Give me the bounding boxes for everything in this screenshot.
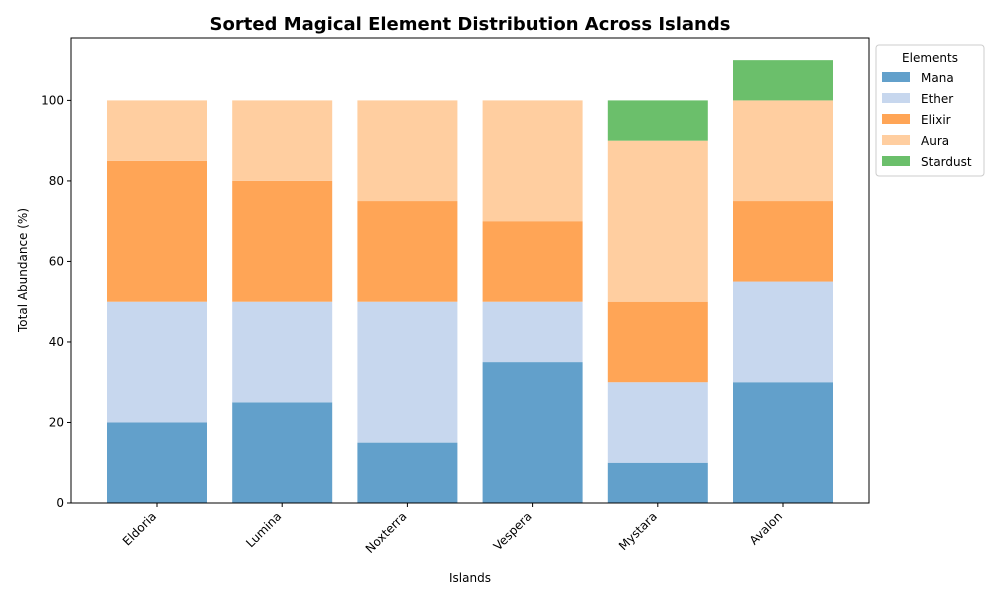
bar-ether-vespera — [482, 301, 583, 363]
bar-stardust-mystara — [607, 100, 708, 141]
bar-mana-eldoria — [107, 422, 207, 503]
y-tick-label: 40 — [49, 335, 64, 349]
bar-mana-lumina — [232, 402, 333, 503]
bar-aura-eldoria — [107, 100, 207, 161]
plot-frame — [70, 37, 870, 504]
y-axis-label: Total Abundance (%) — [16, 208, 30, 333]
bar-ether-mystara — [607, 382, 708, 463]
bar-elixir-avalon — [733, 201, 833, 282]
bar-aura-avalon — [733, 100, 833, 202]
legend-swatch-mana — [882, 72, 910, 82]
y-tick-label: 100 — [41, 93, 64, 107]
legend-label-aura: Aura — [921, 134, 949, 148]
legend-label-stardust: Stardust — [921, 155, 972, 169]
bar-ether-lumina — [232, 301, 333, 403]
bar-elixir-eldoria — [107, 160, 207, 302]
x-tick-label-noxterra: Noxterra — [363, 509, 410, 556]
bar-mana-mystara — [607, 462, 708, 503]
bar-aura-mystara — [607, 140, 708, 302]
bar-aura-lumina — [232, 100, 333, 181]
bar-elixir-noxterra — [357, 201, 458, 302]
x-tick-label-mystara: Mystara — [616, 509, 660, 553]
legend-label-ether: Ether — [921, 92, 953, 106]
bar-aura-noxterra — [357, 100, 458, 202]
legend-swatch-stardust — [882, 156, 910, 166]
bar-ether-eldoria — [107, 301, 207, 423]
bars-layer — [107, 60, 833, 503]
chart-title: Sorted Magical Element Distribution Acro… — [210, 14, 731, 35]
bar-mana-avalon — [733, 382, 833, 503]
legend-title: Elements — [902, 51, 958, 65]
bar-mana-vespera — [482, 362, 583, 503]
x-axis-label: Islands — [449, 571, 491, 585]
y-tick-label: 80 — [49, 174, 64, 188]
bar-elixir-mystara — [607, 301, 708, 383]
legend: Elements Mana Ether Elixir Aura Stardust — [875, 44, 985, 177]
legend-swatch-elixir — [882, 114, 910, 124]
y-tick-label: 20 — [49, 415, 64, 429]
bar-elixir-lumina — [232, 180, 333, 302]
x-tick-label-avalon: Avalon — [747, 509, 785, 547]
x-tick-label-eldoria: Eldoria — [120, 509, 159, 548]
bar-elixir-vespera — [482, 221, 583, 302]
y-tick-label: 60 — [49, 254, 64, 268]
legend-label-elixir: Elixir — [921, 113, 951, 127]
legend-swatch-ether — [882, 93, 910, 103]
legend-label-mana: Mana — [921, 71, 954, 85]
x-tick-label-vespera: Vespera — [491, 509, 535, 553]
bar-stardust-avalon — [733, 60, 833, 101]
bar-aura-vespera — [482, 100, 583, 222]
bar-ether-noxterra — [357, 301, 458, 443]
legend-swatch-aura — [882, 135, 910, 145]
y-tick-label: 0 — [56, 496, 64, 510]
bar-mana-noxterra — [357, 442, 458, 503]
bar-ether-avalon — [733, 281, 833, 383]
x-tick-label-lumina: Lumina — [243, 509, 284, 550]
